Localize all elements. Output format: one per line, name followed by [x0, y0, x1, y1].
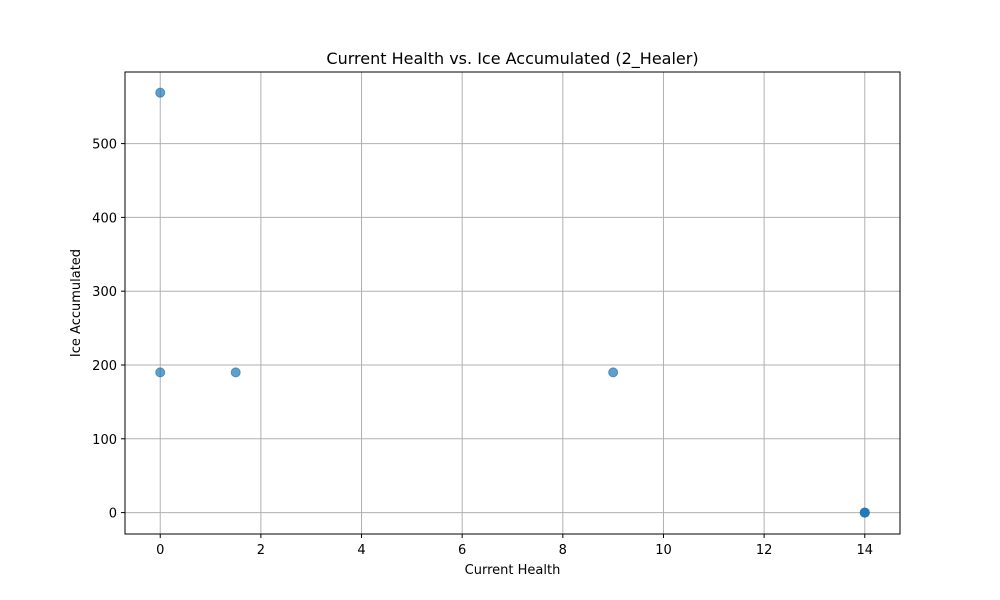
y-tick-label: 100 [92, 433, 117, 448]
y-axis-label: Ice Accumulated [69, 249, 84, 357]
x-tick-label: 0 [156, 543, 164, 558]
data-points [155, 87, 870, 518]
x-tick-label: 14 [856, 543, 873, 558]
x-tick-label: 4 [357, 543, 365, 558]
scatter-point [230, 367, 241, 378]
y-tick-label: 0 [109, 507, 117, 522]
axis-ticks: 0 2 4 6 8 10 12 14 0 100 200 300 400 500 [92, 138, 873, 558]
scatter-point [155, 367, 166, 378]
scatter-point [608, 367, 619, 378]
y-tick-label: 400 [92, 211, 117, 226]
x-axis-label: Current Health [465, 563, 561, 578]
x-tick-label: 10 [655, 543, 672, 558]
y-tick-label: 200 [92, 359, 117, 374]
x-tick-label: 12 [756, 543, 773, 558]
chart-title: Current Health vs. Ice Accumulated (2_He… [326, 49, 698, 69]
plot-area-frame [124, 71, 901, 535]
x-tick-label: 2 [257, 543, 265, 558]
y-tick-label: 500 [92, 138, 117, 153]
y-tick-label: 300 [92, 285, 117, 300]
scatter-point [859, 507, 870, 518]
scatter-point [155, 87, 166, 98]
x-tick-label: 8 [559, 543, 567, 558]
grid-lines [125, 72, 900, 534]
x-tick-label: 6 [458, 543, 466, 558]
